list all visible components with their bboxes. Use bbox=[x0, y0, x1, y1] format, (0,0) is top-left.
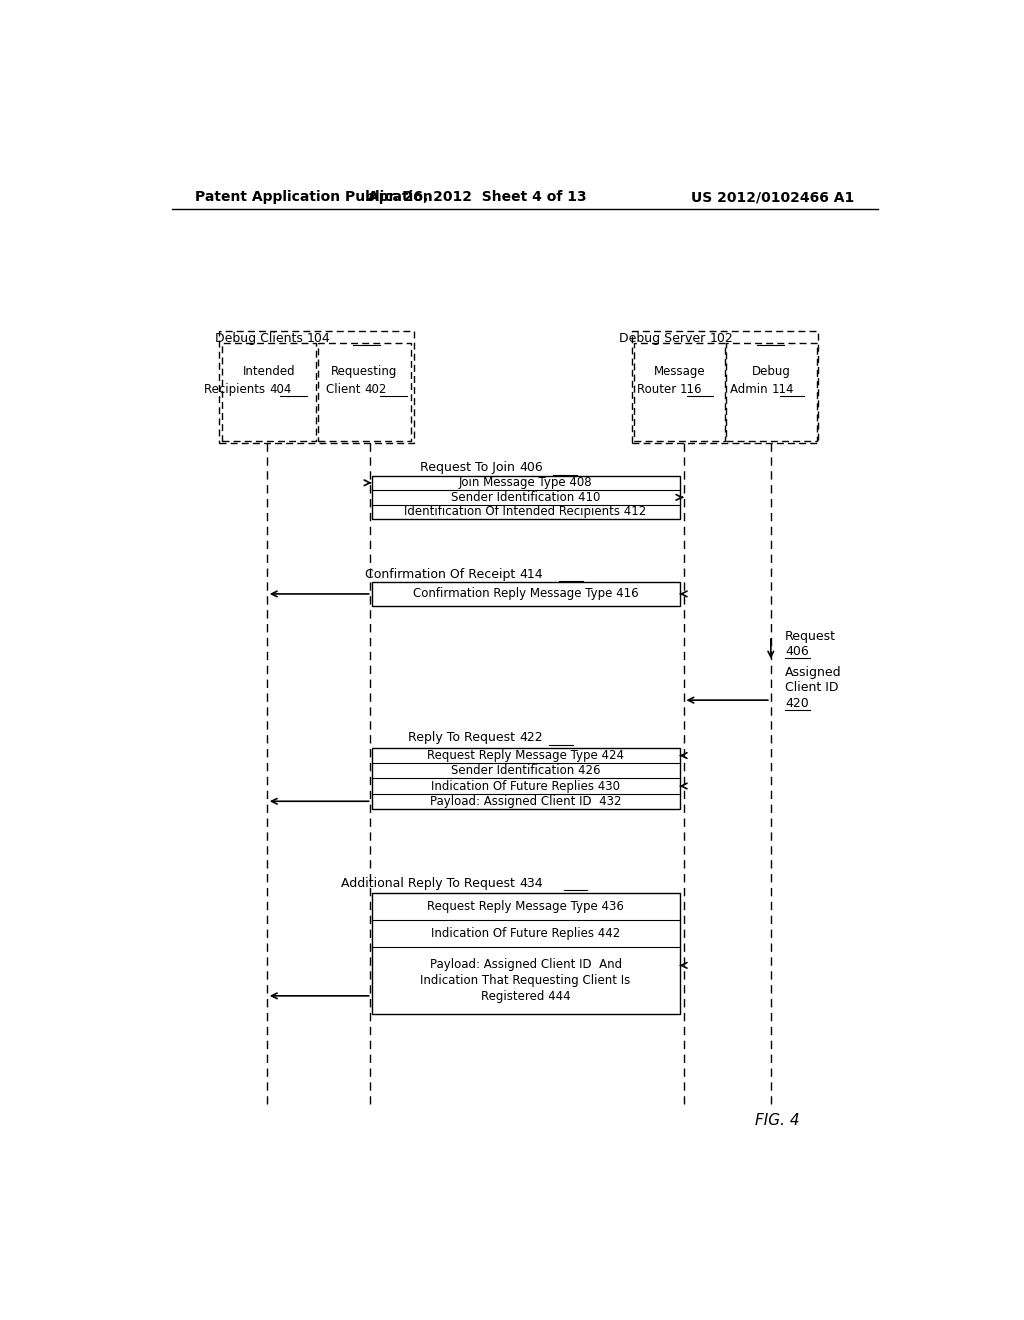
Text: US 2012/0102466 A1: US 2012/0102466 A1 bbox=[691, 190, 854, 205]
Text: Client ID: Client ID bbox=[785, 681, 839, 694]
Text: Admin: Admin bbox=[730, 383, 772, 396]
Text: 116: 116 bbox=[680, 383, 702, 396]
Text: 406: 406 bbox=[785, 645, 809, 657]
Text: 104: 104 bbox=[306, 331, 331, 345]
Bar bbox=[372, 894, 680, 1014]
Bar bbox=[317, 343, 412, 441]
Bar bbox=[726, 343, 817, 441]
Text: 434: 434 bbox=[519, 876, 543, 890]
Text: Debug: Debug bbox=[753, 366, 792, 379]
Text: Payload: Assigned Client ID  432: Payload: Assigned Client ID 432 bbox=[430, 795, 622, 808]
Text: Identification Of Intended Recipients 412: Identification Of Intended Recipients 41… bbox=[404, 506, 647, 519]
Text: FIG. 4: FIG. 4 bbox=[755, 1114, 800, 1129]
Text: Requesting: Requesting bbox=[332, 366, 397, 379]
Text: Indication Of Future Replies 430: Indication Of Future Replies 430 bbox=[431, 780, 621, 792]
Bar bbox=[221, 343, 316, 441]
Text: Sender Identification 426: Sender Identification 426 bbox=[451, 764, 600, 777]
Bar bbox=[219, 331, 414, 444]
Text: Request Reply Message Type 424: Request Reply Message Type 424 bbox=[427, 748, 624, 762]
Text: 404: 404 bbox=[269, 383, 292, 396]
Text: Assigned: Assigned bbox=[785, 667, 842, 680]
Bar bbox=[372, 475, 680, 519]
Text: Sender Identification 410: Sender Identification 410 bbox=[451, 491, 600, 504]
Text: Message: Message bbox=[653, 366, 706, 379]
Text: Request Reply Message Type 436: Request Reply Message Type 436 bbox=[427, 900, 624, 913]
Text: Reply To Request: Reply To Request bbox=[409, 731, 519, 744]
Text: Payload: Assigned Client ID  And
Indication That Requesting Client Is
Registered: Payload: Assigned Client ID And Indicati… bbox=[421, 958, 631, 1003]
Text: 420: 420 bbox=[785, 697, 809, 710]
Text: Recipients: Recipients bbox=[205, 383, 269, 396]
Text: Confirmation Of Receipt: Confirmation Of Receipt bbox=[365, 568, 519, 581]
Bar bbox=[632, 331, 818, 444]
Text: 402: 402 bbox=[365, 383, 387, 396]
Text: 102: 102 bbox=[710, 331, 733, 345]
Text: Debug Clients: Debug Clients bbox=[215, 331, 306, 345]
Bar bbox=[634, 343, 725, 441]
Text: Indication Of Future Replies 442: Indication Of Future Replies 442 bbox=[431, 927, 621, 940]
Text: 406: 406 bbox=[519, 461, 543, 474]
Bar bbox=[372, 748, 680, 809]
Text: Patent Application Publication: Patent Application Publication bbox=[196, 190, 433, 205]
Bar bbox=[372, 582, 680, 606]
Text: Client: Client bbox=[327, 383, 365, 396]
Text: 414: 414 bbox=[519, 568, 543, 581]
Text: Request: Request bbox=[785, 630, 837, 643]
Text: 114: 114 bbox=[772, 383, 794, 396]
Text: Confirmation Reply Message Type 416: Confirmation Reply Message Type 416 bbox=[413, 587, 638, 601]
Text: Join Message Type 408: Join Message Type 408 bbox=[459, 477, 593, 490]
Text: Request To Join: Request To Join bbox=[421, 461, 519, 474]
Text: 422: 422 bbox=[519, 731, 543, 744]
Text: Apr. 26, 2012  Sheet 4 of 13: Apr. 26, 2012 Sheet 4 of 13 bbox=[368, 190, 587, 205]
Text: Debug Server: Debug Server bbox=[620, 331, 710, 345]
Text: Additional Reply To Request: Additional Reply To Request bbox=[341, 876, 519, 890]
Text: Intended: Intended bbox=[243, 366, 296, 379]
Text: Router: Router bbox=[637, 383, 680, 396]
